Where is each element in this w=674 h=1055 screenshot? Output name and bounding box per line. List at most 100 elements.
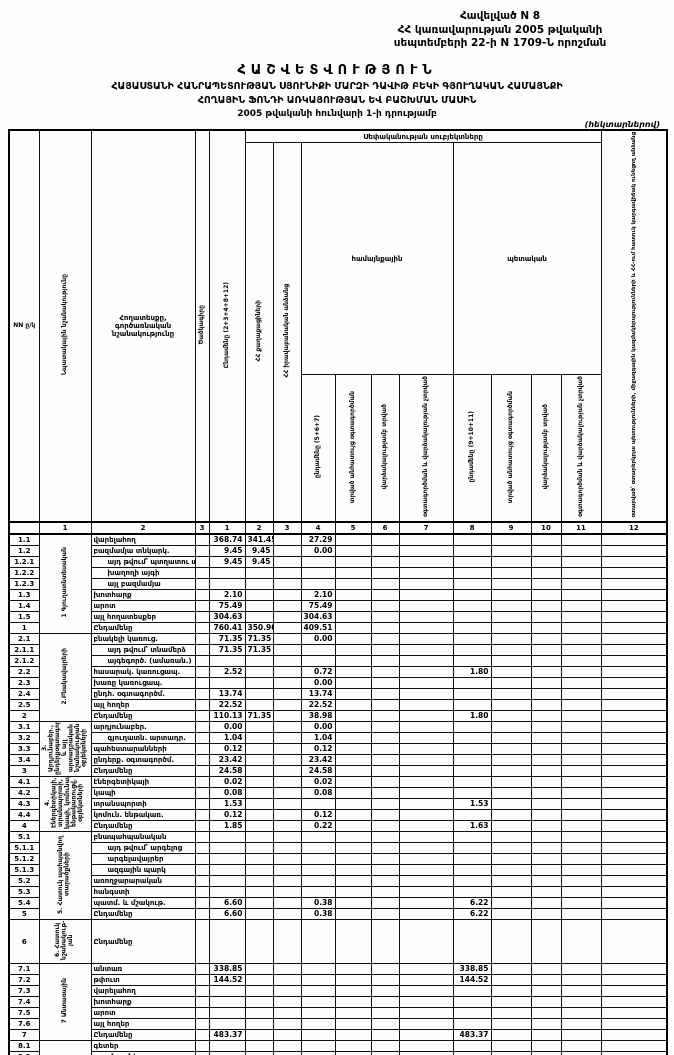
value-cell [600, 1018, 668, 1031]
value-cell [560, 699, 602, 712]
row-label: թփուտ [90, 974, 196, 987]
value-cell: 483.37 [208, 1029, 246, 1042]
code-cell [194, 897, 210, 910]
report-title: ՀԱՇՎԵՏՎՈՒԹՅՈՒՆ [237, 62, 437, 78]
purpose-header-label: Նպատակային նշանակությունը [60, 274, 68, 376]
value-cell [490, 1040, 532, 1053]
row-label: Ընդամենը [90, 622, 196, 635]
value-cell [398, 688, 454, 701]
row-label: Ընդամենը [90, 820, 196, 833]
value-cell [272, 1007, 302, 1020]
value-cell [530, 1018, 562, 1031]
value-cell [452, 743, 492, 756]
value-cell [560, 963, 602, 976]
value-cell: 0.12 [300, 809, 336, 822]
value-cell [600, 677, 668, 690]
value-cell [490, 963, 532, 976]
value-cell [560, 545, 602, 558]
value-cell [600, 831, 668, 844]
appendix-line: սեպտեմբերի 22-ի N 1709-Ն որոշման [393, 37, 607, 50]
value-cell [398, 919, 454, 965]
value-cell: 0.00 [300, 545, 336, 558]
value-cell [244, 732, 274, 745]
communal-band-header: համայնքային [300, 142, 454, 376]
value-cell [370, 644, 400, 657]
value-cell [244, 743, 274, 756]
value-cell: 1.63 [452, 820, 492, 833]
value-cell [334, 589, 372, 602]
value-cell [334, 677, 372, 690]
value-cell [452, 1007, 492, 1020]
value-cell: 144.52 [452, 974, 492, 987]
table-row: 1.2.3 այլ բազմամյա [8, 578, 668, 591]
value-cell [244, 787, 274, 800]
value-cell [272, 897, 302, 910]
code-cell [194, 1040, 210, 1053]
value-cell [452, 721, 492, 734]
value-cell [300, 567, 336, 580]
value-cell [272, 809, 302, 822]
value-cell [530, 533, 562, 547]
value-cell [272, 996, 302, 1009]
value-cell [452, 754, 492, 767]
value-cell [560, 611, 602, 624]
value-cell [530, 754, 562, 767]
value-cell [208, 578, 246, 591]
row-nn: 2.3 [8, 677, 40, 690]
value-cell [398, 545, 454, 558]
value-cell: 71.35 [244, 710, 274, 723]
value-cell [560, 743, 602, 756]
table-row: 5.1 5. Հատուկ պահպանվող տարածքների բնապահպ… [8, 831, 668, 921]
value-cell [272, 974, 302, 987]
row-label: պահեստարանների [90, 743, 196, 756]
value-cell [490, 533, 532, 547]
value-cell [490, 611, 532, 624]
value-cell [452, 985, 492, 998]
value-cell [398, 533, 454, 547]
table-row: 1.4 արոտ 75.49 75.49 [8, 600, 668, 613]
value-cell [370, 710, 400, 723]
value-cell: 23.42 [300, 754, 336, 767]
value-cell [490, 732, 532, 745]
value-cell [490, 974, 532, 987]
value-cell [244, 1007, 274, 1020]
row-label: վարելահող [90, 533, 196, 547]
code-cell [194, 622, 210, 635]
value-cell [370, 743, 400, 756]
value-cell [600, 908, 668, 921]
value-cell [600, 776, 668, 789]
numbering-cell: 7 [398, 521, 454, 536]
value-cell [530, 864, 562, 877]
row-label: բազմամյա տնկարկ. [90, 545, 196, 558]
row-label: արգելավայրեր [90, 853, 196, 866]
value-cell [560, 897, 602, 910]
value-cell: 9.45 [244, 556, 274, 569]
value-cell [272, 754, 302, 767]
row-nn: 2.5 [8, 699, 40, 712]
value-cell [490, 864, 532, 877]
value-cell: 341.45 [244, 533, 274, 547]
value-cell [208, 996, 246, 1009]
value-cell [490, 721, 532, 734]
state-free-use-header-label: տրված անհատույց օգտագործման [506, 390, 514, 503]
value-cell [370, 688, 400, 701]
appendix-note: Հավելված N 8 ՀՀ կառավարության 2005 թվակա… [340, 10, 660, 51]
table-row: 5.2 առողջարարական [8, 875, 668, 888]
value-cell [370, 831, 400, 844]
value-cell [560, 655, 602, 668]
value-cell [300, 996, 336, 1009]
value-cell [560, 1018, 602, 1031]
value-cell [600, 985, 668, 998]
code-cell [194, 578, 210, 591]
value-cell [272, 864, 302, 877]
value-cell [530, 699, 562, 712]
code-cell [194, 765, 210, 778]
section-label: 6. Հատուկ նշանակութ- յան [38, 919, 92, 965]
row-label: տրանսպորտի [90, 798, 196, 811]
row-nn: 1.5 [8, 611, 40, 624]
section-name: 5. Հատուկ պահպանվող տարածքների [57, 835, 71, 914]
value-cell [452, 809, 492, 822]
table-row: 3.4 ընդերք. օգտագործմ. 23.42 23.42 [8, 754, 668, 767]
value-cell [530, 1040, 562, 1053]
value-cell: 71.35 [244, 633, 274, 646]
